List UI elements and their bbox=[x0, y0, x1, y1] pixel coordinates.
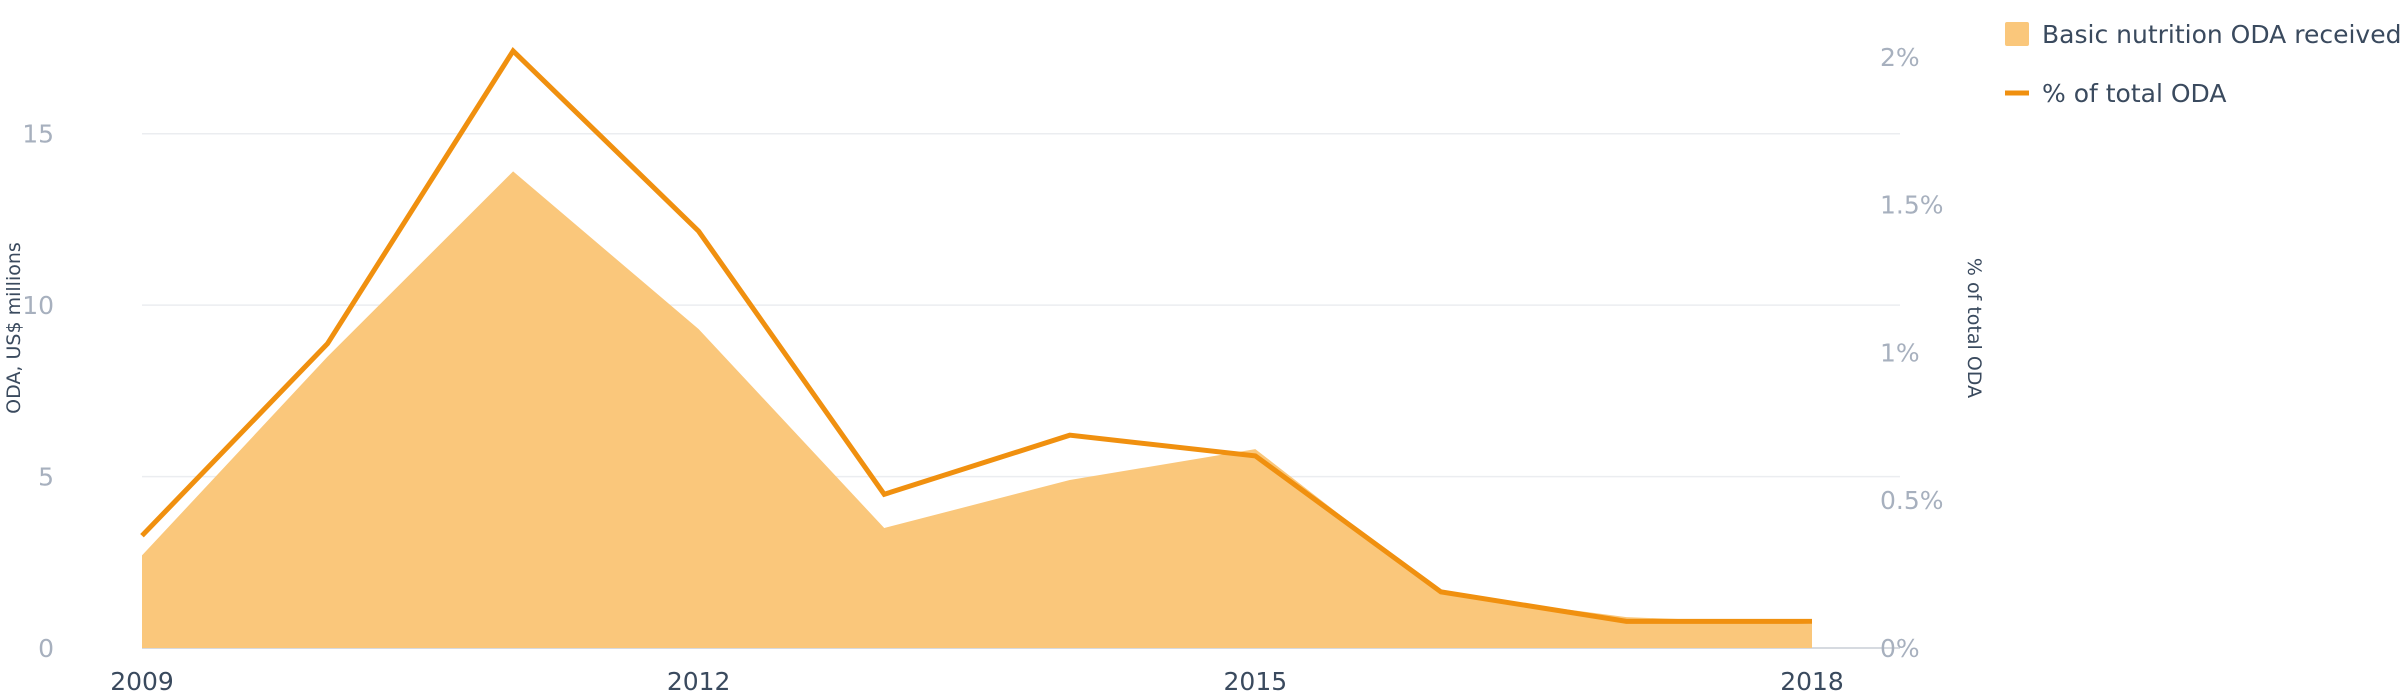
x-tick-label: 2018 bbox=[1780, 667, 1844, 696]
right-axis-title: % of total ODA bbox=[1963, 258, 1985, 398]
left-tick-label: 5 bbox=[38, 463, 54, 492]
left-tick-label: 0 bbox=[38, 634, 54, 663]
line-series bbox=[140, 47, 1812, 624]
legend-label-area: Basic nutrition ODA received bbox=[2042, 20, 2400, 49]
area-series bbox=[142, 171, 1812, 648]
legend-swatch-area bbox=[2005, 22, 2029, 46]
legend-label-line: % of total ODA bbox=[2042, 79, 2226, 108]
area-basic-nutrition-oda bbox=[142, 171, 1812, 648]
left-tick-label: 15 bbox=[22, 120, 54, 149]
legend: Basic nutrition ODA received % of total … bbox=[2005, 20, 2400, 108]
right-tick-label: 1.5% bbox=[1880, 191, 1944, 220]
left-tick-label: 10 bbox=[22, 291, 54, 320]
right-tick-label: 2% bbox=[1880, 43, 1920, 72]
left-axis-ticks: 0 5 10 15 bbox=[22, 120, 54, 663]
left-axis-title: ODA, US$ millions bbox=[3, 242, 25, 414]
x-tick-label: 2012 bbox=[667, 667, 731, 696]
x-tick-label: 2009 bbox=[110, 667, 174, 696]
right-tick-label: 1% bbox=[1880, 338, 1920, 367]
right-tick-label: 0% bbox=[1880, 634, 1920, 663]
right-axis-ticks: 0% 0.5% 1% 1.5% 2% bbox=[1880, 43, 1944, 663]
x-tick-label: 2015 bbox=[1224, 667, 1288, 696]
x-axis-ticks: 2009 2012 2015 2018 bbox=[110, 667, 1844, 696]
right-tick-label: 0.5% bbox=[1880, 486, 1944, 515]
line-percent-total-oda bbox=[140, 47, 1812, 624]
